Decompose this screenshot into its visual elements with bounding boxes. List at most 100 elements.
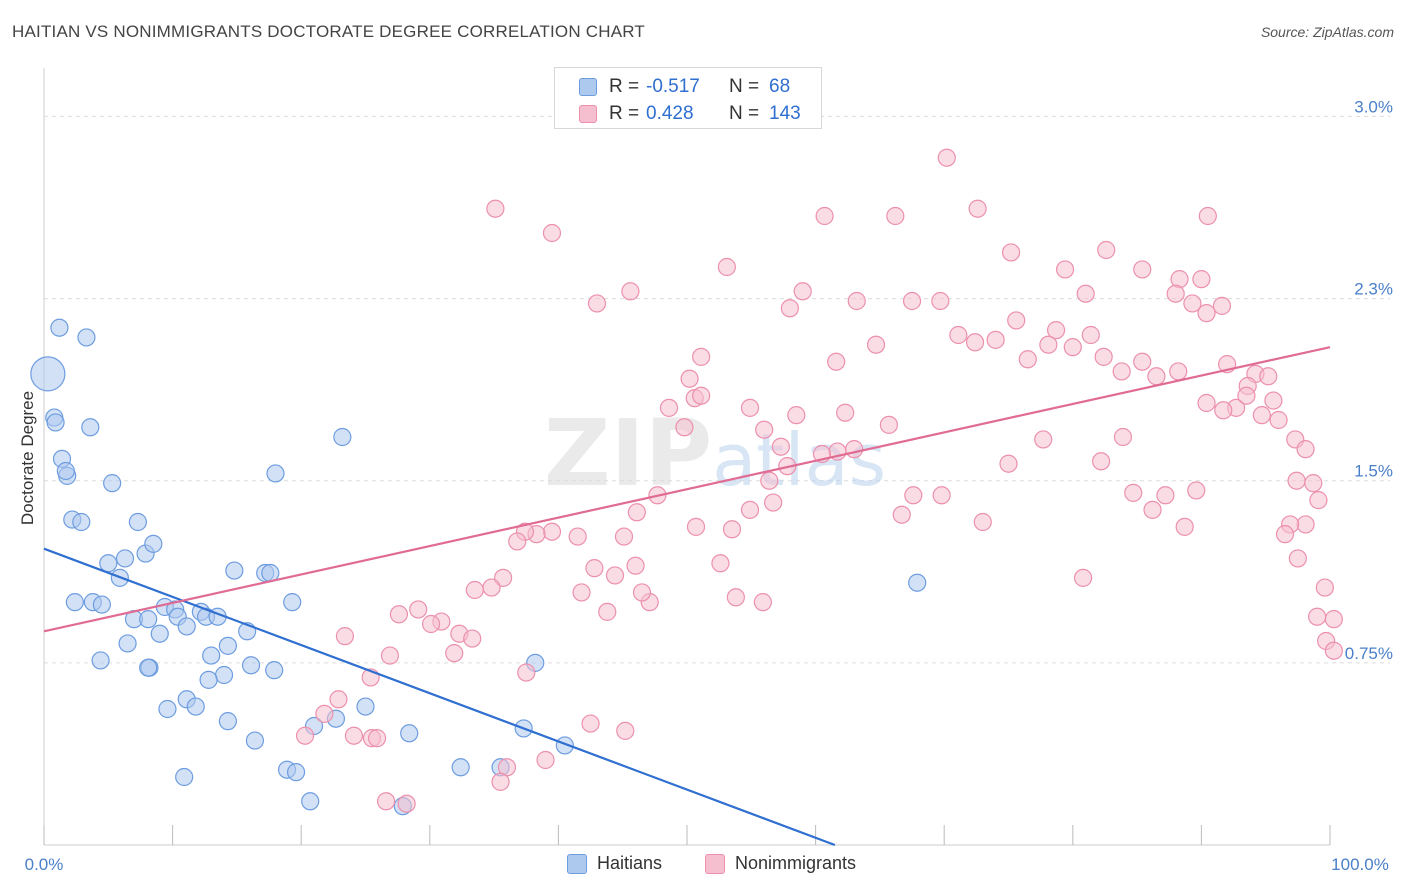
chart-title: HAITIAN VS NONIMMIGRANTS DOCTORATE DEGRE…	[12, 22, 645, 41]
legend-r-value-nonimmigrants: 0.428	[646, 103, 694, 124]
nonimmigrant-point	[587, 294, 607, 313]
haitian-point	[451, 758, 470, 777]
nonimmigrant-point	[680, 369, 699, 388]
nonimmigrant-point	[717, 257, 736, 277]
nonimmigrant-point	[879, 415, 899, 434]
nonimmigrant-point	[376, 792, 396, 811]
haitian-point	[92, 595, 111, 614]
haitian-point	[50, 318, 69, 337]
haitian-point	[150, 624, 169, 643]
nonimmigrant-point	[1192, 270, 1211, 289]
nonimmigrant-point	[965, 333, 985, 352]
nonimmigrant-point	[764, 493, 783, 512]
nonimmigrant-point	[1264, 391, 1283, 410]
nonimmigrant-point	[780, 299, 799, 318]
haitian-point	[225, 561, 244, 580]
haitian-point	[177, 617, 196, 636]
nonimmigrant-point	[845, 440, 864, 459]
axes	[43, 68, 1331, 846]
nonimmigrant-point	[1055, 260, 1075, 279]
nonimmigrant-point	[1198, 206, 1217, 226]
nonimmigrant-point	[397, 794, 416, 813]
nonimmigrant-point	[329, 690, 348, 709]
haitian-point	[46, 413, 65, 432]
haitian-point	[333, 427, 352, 447]
nonimmigrant-point	[931, 291, 950, 311]
haitian-point	[218, 712, 237, 731]
nonimmigrant-point	[1324, 641, 1343, 660]
nonimmigrant-point	[445, 644, 464, 663]
nonimmigrant-point	[1308, 607, 1327, 626]
nonimmigrant-point	[536, 750, 555, 770]
nonimmigrant-point	[1324, 610, 1343, 629]
haitian-point	[115, 549, 135, 568]
nonimmigrant-point	[847, 291, 866, 311]
haitian-point	[72, 512, 91, 532]
nonimmigrant-point	[627, 503, 646, 522]
x-tick-label-min: 0.0%	[25, 855, 64, 874]
haitian-point	[908, 573, 927, 592]
nonimmigrant-point	[295, 726, 315, 745]
nonimmigrant-point	[1097, 240, 1116, 260]
nonimmigrant-point	[542, 223, 562, 243]
nonimmigrant-point	[1094, 347, 1113, 366]
nonimmigrant-point	[486, 199, 505, 218]
nonimmigrant-point	[659, 398, 679, 417]
legend-n-label: N =	[729, 103, 760, 124]
haitian-point	[56, 461, 75, 481]
nonimmigrant-point	[572, 583, 591, 602]
nonimmigrant-point	[1113, 427, 1133, 447]
legend-r-label: R =	[609, 76, 640, 97]
nonimmigrant-point	[335, 627, 355, 646]
haitian-point	[400, 724, 419, 743]
nonimmigrant-point	[542, 522, 562, 541]
nonimmigrant-point	[1275, 525, 1295, 544]
nonimmigrant-point	[760, 471, 779, 490]
haitian-point	[91, 651, 110, 670]
nonimmigrant-point	[598, 602, 617, 621]
nonimmigrant-point	[1259, 367, 1278, 386]
nonimmigrant-point	[740, 398, 760, 417]
nonimmigrant-point	[1112, 362, 1131, 381]
nonimmigrant-point	[836, 403, 855, 422]
haitian-point	[139, 658, 158, 677]
haitian-point	[266, 464, 285, 483]
nonimmigrant-point	[1252, 406, 1271, 425]
nonimmigrant-point	[344, 726, 364, 745]
nonimmigrant-point	[463, 629, 482, 648]
haitian-point	[265, 661, 284, 680]
nonimmigrant-point	[1287, 471, 1306, 490]
nonimmigrant-point	[949, 325, 968, 345]
bottom-legend-swatch-haitians	[567, 854, 587, 874]
nonimmigrant-point	[1296, 515, 1315, 534]
nonimmigrant-point	[380, 646, 400, 665]
nonimmigrant-point	[892, 505, 911, 524]
nonimmigrant-point	[1124, 483, 1143, 502]
nonimmigrant-point	[755, 420, 774, 439]
nonimmigrant-point	[1147, 367, 1166, 386]
nonimmigrant-point	[1237, 386, 1256, 405]
nonimmigrants-points	[295, 148, 1343, 813]
legend-n-value-nonimmigrants: 143	[769, 103, 801, 124]
nonimmigrant-point	[1076, 284, 1095, 303]
haitian-point	[65, 593, 84, 612]
nonimmigrant-point	[1296, 440, 1315, 459]
nonimmigrant-point	[1034, 430, 1053, 449]
legend-swatch-haitians	[579, 78, 597, 96]
haitian-point	[202, 646, 221, 665]
nonimmigrant-point	[973, 512, 992, 532]
nonimmigrant-point	[711, 554, 730, 573]
nonimmigrant-point	[508, 532, 527, 551]
nonimmigrant-point	[1073, 568, 1093, 587]
nonimmigrant-point	[999, 454, 1018, 473]
nonimmigrant-point	[465, 580, 484, 600]
nonimmigrant-point	[1315, 578, 1334, 597]
nonimmigrant-point	[482, 578, 501, 597]
nonimmigrant-point	[581, 714, 600, 733]
nonimmigrant-point	[421, 614, 441, 634]
gridlines	[44, 115, 1390, 664]
haitian-point	[214, 665, 234, 685]
nonimmigrant-point	[409, 600, 428, 619]
nonimmigrant-point	[621, 282, 640, 301]
